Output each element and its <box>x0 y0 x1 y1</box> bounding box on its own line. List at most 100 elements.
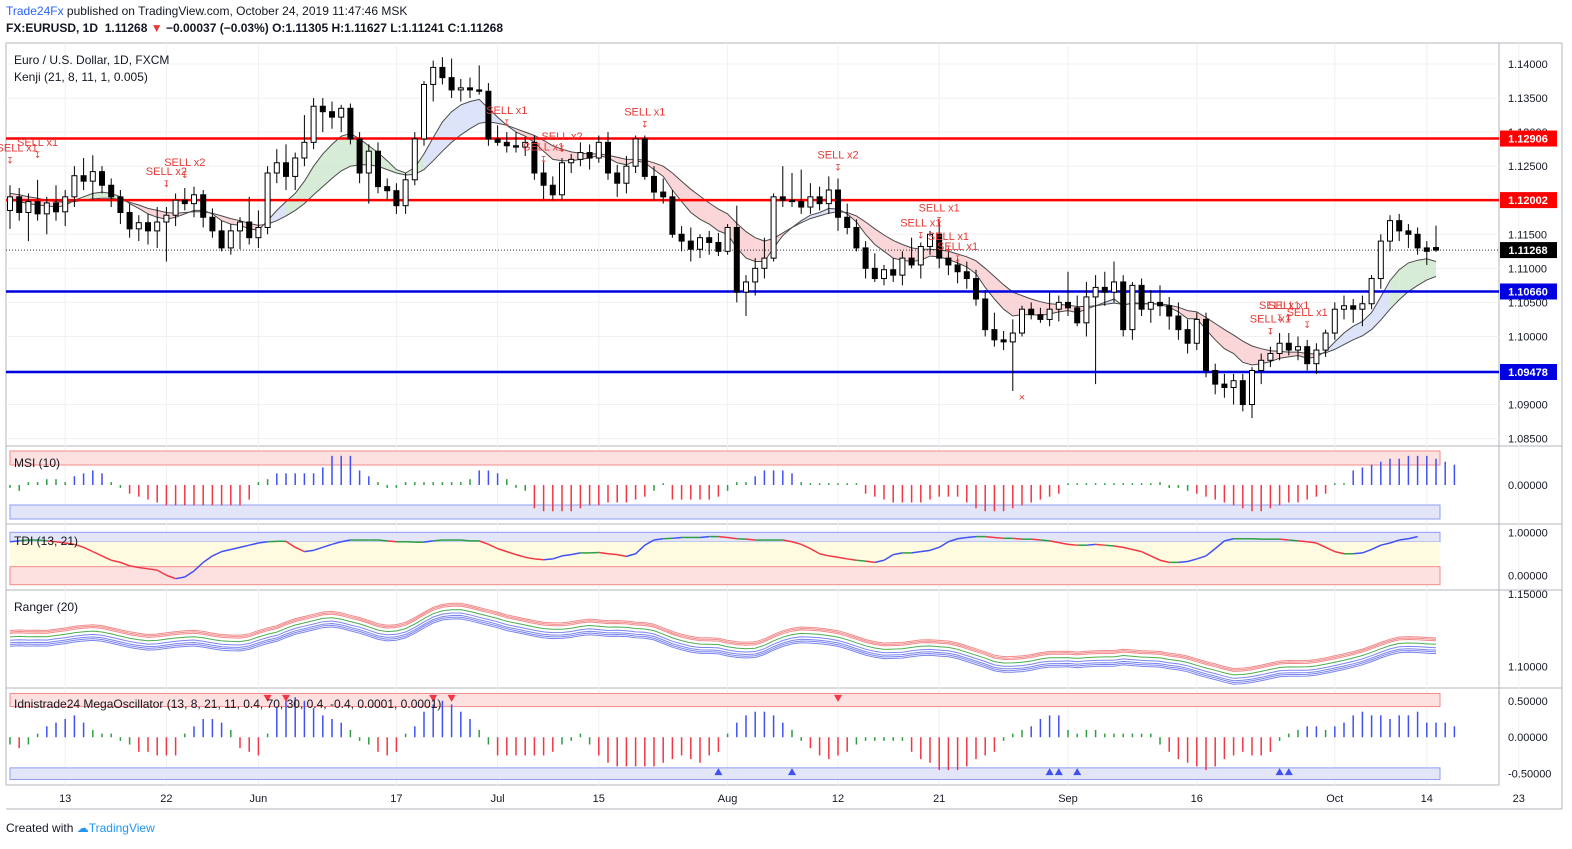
candle[interactable] <box>844 203 851 235</box>
candle[interactable] <box>982 290 989 337</box>
candle[interactable] <box>927 230 933 255</box>
candle[interactable] <box>1295 336 1301 361</box>
candle[interactable] <box>549 176 556 201</box>
candle[interactable] <box>733 205 740 303</box>
candle[interactable] <box>1414 227 1421 255</box>
candle[interactable] <box>411 132 418 186</box>
candle[interactable] <box>1138 278 1145 317</box>
candle[interactable] <box>945 247 952 276</box>
candle[interactable] <box>163 207 170 262</box>
candle[interactable] <box>531 135 538 180</box>
candle[interactable] <box>835 178 841 231</box>
candle[interactable] <box>881 264 887 286</box>
candle[interactable] <box>908 237 915 269</box>
candle[interactable] <box>752 258 759 296</box>
author-link[interactable]: Trade24Fx <box>6 4 64 18</box>
candle[interactable] <box>1276 333 1283 361</box>
candle[interactable] <box>825 176 832 214</box>
candle[interactable] <box>816 186 823 211</box>
candle[interactable] <box>641 135 648 180</box>
candle[interactable] <box>200 190 207 228</box>
candle[interactable] <box>338 104 345 133</box>
candle[interactable] <box>1166 296 1173 330</box>
candle[interactable] <box>522 136 529 156</box>
candle[interactable] <box>1129 281 1136 340</box>
candle[interactable] <box>954 258 961 284</box>
candle[interactable] <box>1019 305 1025 337</box>
candle[interactable] <box>1046 292 1053 327</box>
candle[interactable] <box>669 190 676 238</box>
candle[interactable] <box>1359 295 1366 327</box>
candle[interactable] <box>770 193 777 262</box>
candle[interactable] <box>227 224 234 255</box>
candle[interactable] <box>1175 302 1182 340</box>
candle[interactable] <box>43 196 50 235</box>
candle[interactable] <box>209 208 216 238</box>
candle[interactable] <box>577 142 584 167</box>
tradingview-link[interactable]: TradingView <box>88 821 155 835</box>
candle[interactable] <box>319 98 326 133</box>
candle[interactable] <box>1092 275 1099 385</box>
candle[interactable] <box>310 98 317 150</box>
candle[interactable] <box>871 253 878 282</box>
candle[interactable] <box>706 230 713 255</box>
candle[interactable] <box>1009 319 1016 391</box>
candle[interactable] <box>191 186 197 218</box>
candle[interactable] <box>1120 275 1127 337</box>
candle[interactable] <box>237 217 243 250</box>
candle[interactable] <box>1065 271 1071 317</box>
candle[interactable] <box>605 132 611 180</box>
candle[interactable] <box>1055 295 1062 322</box>
candle[interactable] <box>246 196 253 245</box>
candle[interactable] <box>62 190 69 227</box>
candle[interactable] <box>1111 261 1117 303</box>
candle[interactable] <box>568 153 575 173</box>
candle[interactable] <box>1405 224 1412 248</box>
candle[interactable] <box>457 79 464 102</box>
candle[interactable] <box>789 172 795 208</box>
candle[interactable] <box>1074 295 1081 327</box>
candle[interactable] <box>632 135 639 173</box>
candle[interactable] <box>614 164 621 197</box>
candle[interactable] <box>715 232 722 257</box>
candle[interactable] <box>1184 319 1191 354</box>
candle[interactable] <box>917 242 924 279</box>
candle[interactable] <box>1239 373 1246 412</box>
candle[interactable] <box>402 172 409 214</box>
candle[interactable] <box>329 101 335 129</box>
candle[interactable] <box>687 227 694 262</box>
candle[interactable] <box>1267 346 1274 368</box>
candle[interactable] <box>80 158 87 191</box>
candle[interactable] <box>1193 312 1200 351</box>
candle[interactable] <box>1368 275 1375 310</box>
candle[interactable] <box>264 166 271 235</box>
candle[interactable] <box>126 203 133 238</box>
candle[interactable] <box>301 115 308 167</box>
candle[interactable] <box>99 166 105 194</box>
candle[interactable] <box>283 144 289 191</box>
candle[interactable] <box>218 220 225 252</box>
candle[interactable] <box>660 178 667 204</box>
candle[interactable] <box>513 132 519 153</box>
candle[interactable] <box>1249 367 1255 419</box>
candle[interactable] <box>16 187 23 221</box>
candle[interactable] <box>1423 241 1430 265</box>
candle[interactable] <box>108 178 115 208</box>
candle[interactable] <box>798 169 805 214</box>
candle[interactable] <box>1433 225 1439 252</box>
candle[interactable] <box>1212 363 1219 395</box>
candle[interactable] <box>1101 271 1108 306</box>
candle[interactable] <box>853 219 860 252</box>
candle[interactable] <box>1322 329 1329 357</box>
candle[interactable] <box>375 142 381 194</box>
candle[interactable] <box>1285 333 1292 356</box>
candle[interactable] <box>1221 373 1228 398</box>
candle[interactable] <box>1147 290 1154 323</box>
candle[interactable] <box>439 57 446 85</box>
candle[interactable] <box>1387 215 1393 252</box>
candle[interactable] <box>899 251 906 286</box>
candle[interactable] <box>494 125 501 146</box>
candle[interactable] <box>53 185 59 221</box>
candle[interactable] <box>724 224 731 255</box>
